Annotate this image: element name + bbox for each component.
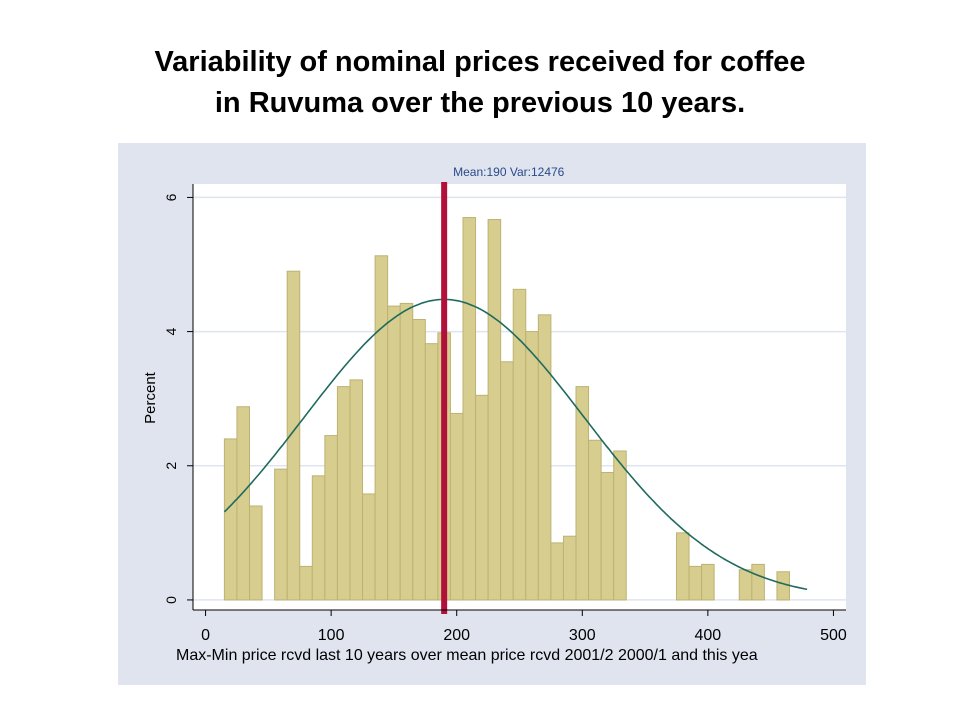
histogram-bar-28 (588, 439, 602, 601)
histogram-bar-24 (537, 314, 552, 601)
histogram-bar-21 (500, 361, 514, 601)
histogram-bar-23 (525, 331, 539, 601)
histogram-bar-19 (475, 394, 489, 601)
y-tick-label-4: 4 (163, 327, 179, 335)
histogram-bar-32 (688, 565, 703, 601)
histogram-bar-13 (399, 302, 414, 601)
histogram-bar-14 (412, 319, 426, 601)
histogram-bar-27 (575, 386, 590, 601)
histogram-bar-6 (311, 475, 326, 601)
histogram-bar-2 (249, 505, 263, 601)
mean-variance-annotation: Mean:190 Var:12476 (453, 165, 565, 179)
histogram-bar-33 (701, 563, 715, 601)
histogram-bar-30 (613, 450, 627, 601)
slide-title-line-1: Variability of nominal prices received f… (154, 46, 806, 78)
histogram-bar-4 (286, 270, 301, 601)
histogram-bar-8 (336, 386, 351, 601)
slide-title: Variability of nominal prices received f… (0, 42, 960, 124)
histogram-bar-20 (487, 219, 502, 601)
histogram-bar-29 (600, 471, 615, 601)
histogram-bar-0 (223, 438, 238, 601)
y-tick-label-6: 6 (163, 193, 179, 201)
x-tick-label-0: 0 (201, 627, 210, 644)
histogram-bar-31 (675, 532, 690, 601)
histogram-bar-36 (776, 571, 790, 601)
normal-curve-group (223, 298, 808, 591)
histogram-bar-35 (751, 563, 765, 601)
histogram-bar-34 (738, 569, 753, 601)
x-tick-label-500: 500 (820, 627, 847, 644)
histogram-bars (223, 217, 790, 601)
histogram-bar-3 (274, 468, 288, 601)
x-tick-label-400: 400 (695, 627, 722, 644)
x-tick-label-200: 200 (443, 627, 470, 644)
x-axis-label: Max-Min price rcvd last 10 years over me… (176, 647, 758, 664)
histogram-bar-17 (449, 412, 464, 601)
y-tick-label-2: 2 (163, 462, 179, 470)
histogram-bar-10 (362, 493, 376, 601)
histogram-bar-9 (349, 379, 364, 601)
histogram-bar-11 (374, 255, 389, 601)
histogram-bar-25 (550, 542, 564, 601)
histogram-bar-18 (462, 217, 477, 601)
histogram-bar-12 (387, 305, 401, 601)
normal-density-curve (223, 298, 808, 591)
y-tick-label-0: 0 (163, 596, 179, 604)
tick-labels: 0 2 4 6 0 100 200 300 400 500 (163, 193, 847, 644)
histogram-bar-15 (424, 343, 439, 601)
histogram-bar-26 (562, 535, 577, 601)
axes (187, 184, 846, 616)
histogram-bar-1 (236, 406, 251, 601)
histogram-bar-5 (299, 565, 313, 601)
y-axis-label: Percent (142, 371, 159, 424)
histogram-bar-7 (324, 435, 338, 601)
x-tick-label-300: 300 (569, 627, 596, 644)
slide-title-line-2: in Ruvuma over the previous 10 years. (214, 87, 746, 119)
x-tick-label-100: 100 (318, 627, 345, 644)
